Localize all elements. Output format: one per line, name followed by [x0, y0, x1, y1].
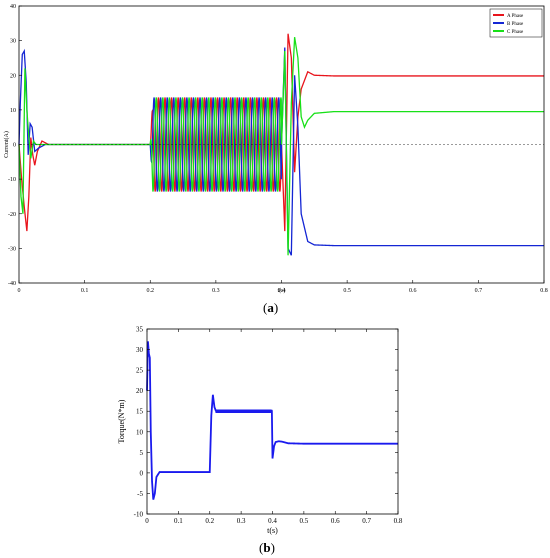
x-tick-label-b: 0 [145, 517, 149, 525]
x-tick-label-a: 0.4 [278, 288, 286, 294]
x-tick-label-b: 0.5 [300, 517, 309, 525]
x-tick-label-a: 0.7 [475, 288, 483, 294]
x-axis-label-b: t(s) [267, 526, 278, 535]
y-tick-label-a: -10 [8, 177, 16, 183]
x-tick-label-b: 0.4 [268, 517, 277, 525]
series-line-b [18, 47, 544, 256]
x-tick-label-a: 0.1 [81, 288, 89, 294]
y-tick-label-a: -40 [8, 281, 16, 287]
y-tick-label-b: 20 [136, 387, 144, 395]
y-tick-label-b: -10 [134, 511, 144, 519]
y-tick-label-b: 0 [140, 469, 144, 477]
y-tick-label-a: 20 [10, 73, 16, 79]
y-axis-label-a: Current(A) [3, 131, 10, 158]
y-axis-label-b: Torque(N*m) [117, 399, 126, 443]
plot-area-a [18, 33, 544, 256]
x-tick-label-b: 0.8 [394, 517, 403, 525]
legend-label-a: A Phase [507, 14, 524, 19]
x-tick-label-a: 0.6 [409, 288, 417, 294]
y-tick-label-b: 5 [140, 449, 144, 457]
x-axis-label-a: t(s) [278, 287, 286, 294]
y-tick-label-b: 10 [136, 428, 144, 436]
x-tick-label-b: 0.3 [237, 517, 246, 525]
panel-label-b: (b) [259, 540, 275, 555]
torque-line [146, 341, 398, 500]
y-tick-label-b: 15 [136, 408, 144, 416]
x-tick-label-a: 0.8 [540, 288, 548, 294]
torque-chart: 0 0.1 0.2 0.3 0.4 0.5 0.6 0.7 0.8 -10 -5 0 5 10 15 20 25… [117, 326, 403, 536]
x-tick-label-a: 0.3 [212, 288, 220, 294]
y-tick-label-b: 30 [136, 346, 144, 354]
y-tick-label-b: 25 [136, 367, 144, 375]
panel-label-a: (a) [263, 300, 279, 315]
x-tick-label-b: 0.6 [331, 517, 340, 525]
y-tick-label-a: 0 [13, 143, 16, 149]
y-tick-label-b: -5 [137, 490, 143, 498]
legend-a: A Phase B Phase C Phase [489, 8, 543, 38]
x-tick-label-a: 0.5 [343, 288, 351, 294]
y-tick-label-a: -20 [8, 212, 16, 218]
x-tick-label-a: 0.2 [147, 288, 155, 294]
y-tick-label-a: 10 [10, 108, 16, 114]
current-chart: 0 0.1 0.2 0.3 0.4 0.5 0.6 0.7 0.8 -40 -30 -20 -10 0 10… [3, 4, 548, 294]
x-tick-label-a: 0 [18, 288, 21, 294]
legend-label-c: C Phase [507, 30, 524, 35]
x-tick-label-b: 0.7 [362, 517, 371, 525]
y-tick-label-a: 30 [10, 39, 16, 45]
y-tick-label-a: 40 [10, 4, 16, 10]
x-tick-label-b: 0.1 [174, 517, 183, 525]
legend-label-b: B Phase [507, 22, 524, 27]
x-tick-label-b: 0.2 [205, 517, 214, 525]
series-line-c [18, 37, 544, 256]
y-tick-label-b: 35 [136, 326, 144, 334]
y-tick-label-a: -30 [8, 246, 16, 252]
